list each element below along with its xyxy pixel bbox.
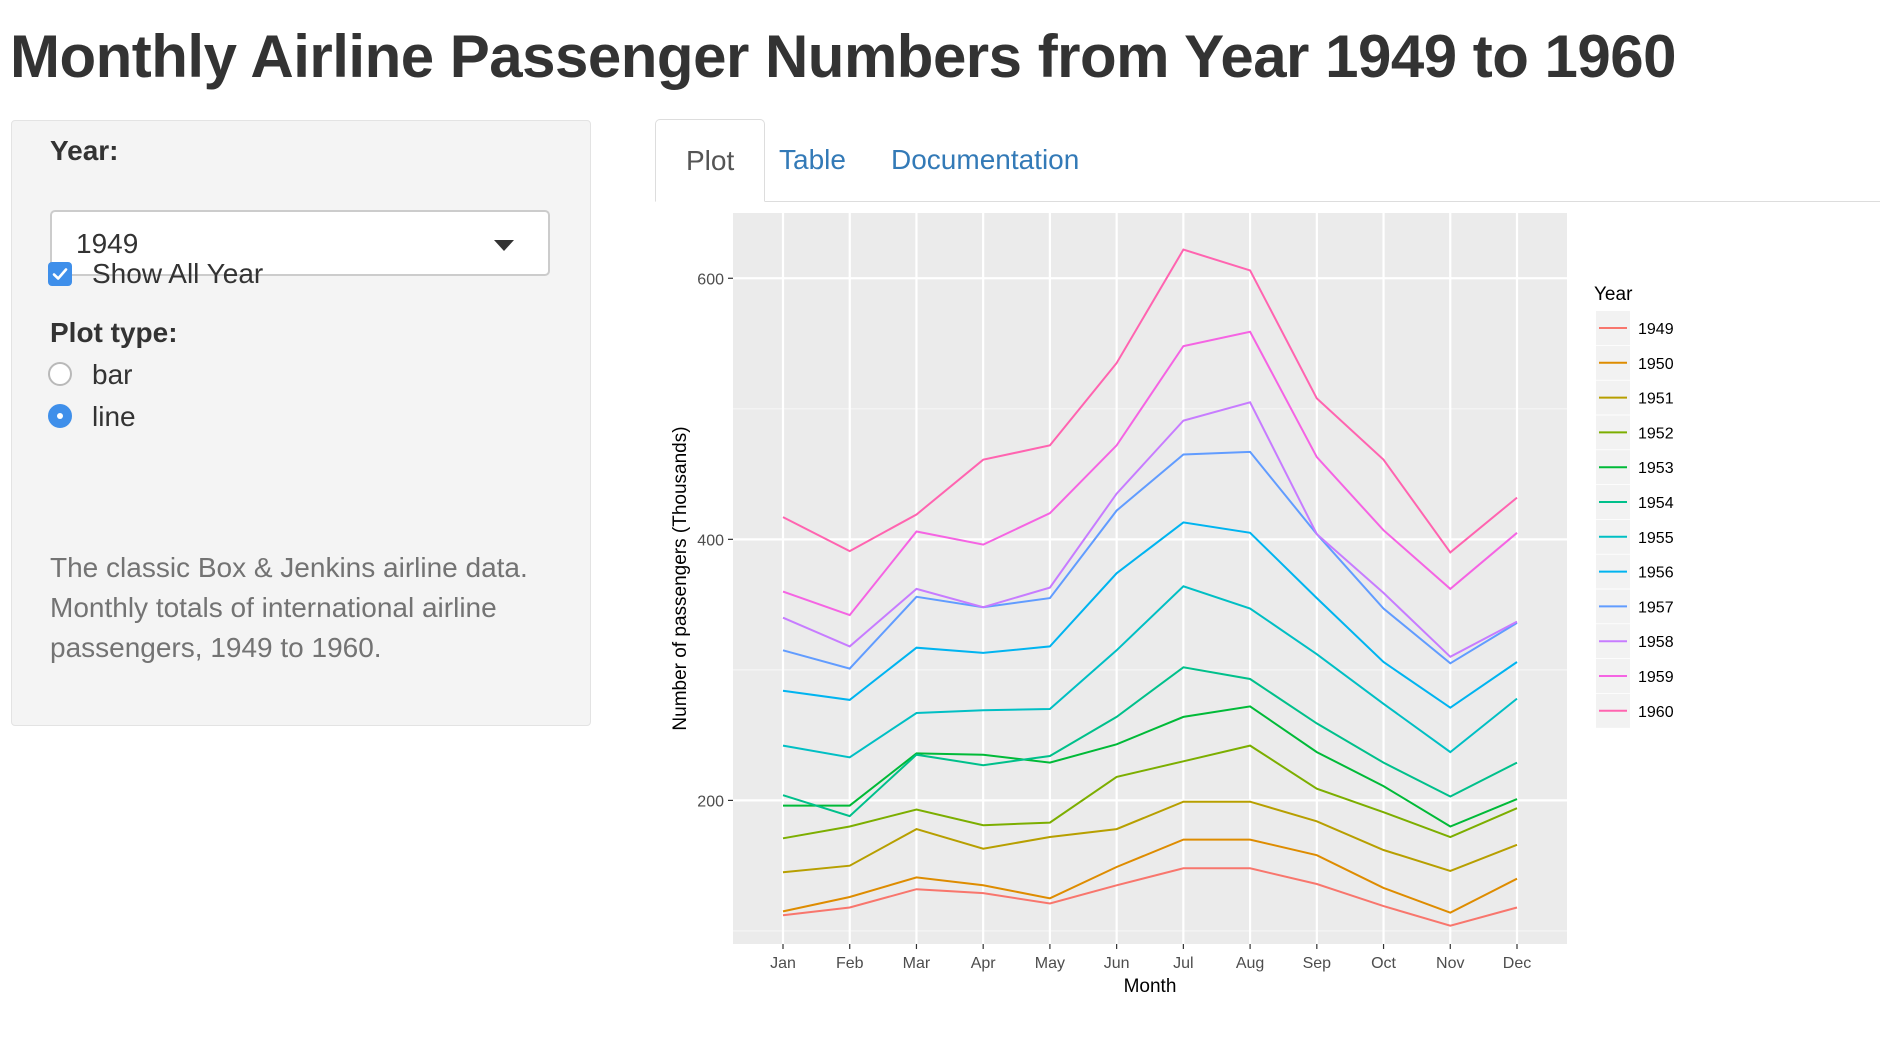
legend-label-1949: 1949: [1638, 321, 1674, 338]
legend-label-1951: 1951: [1638, 391, 1674, 408]
x-axis-title: Month: [1124, 976, 1177, 997]
legend-label-1954: 1954: [1638, 495, 1674, 512]
legend-label-1950: 1950: [1638, 356, 1674, 373]
y-tick-label: 600: [697, 271, 724, 288]
series-line-1958: [782, 401, 1518, 659]
legend-label-1952: 1952: [1638, 425, 1674, 442]
x-tick-label: Apr: [971, 955, 997, 972]
sidebar-panel: Year: 1949 Show All Year Plot type: bar …: [11, 120, 591, 726]
radio-selected-icon: [48, 404, 72, 428]
x-tick-label: Jun: [1104, 955, 1130, 972]
legend-label-1958: 1958: [1638, 634, 1674, 651]
legend-label-1959: 1959: [1638, 669, 1674, 686]
page-title: Monthly Airline Passenger Numbers from Y…: [10, 23, 1677, 90]
series-line-1956: [782, 521, 1518, 709]
plot-panel: [733, 213, 1567, 944]
legend-label-1955: 1955: [1638, 530, 1674, 547]
x-tick-label: May: [1035, 955, 1065, 972]
series-line-1960: [782, 248, 1518, 554]
tab-bar: Plot Table Documentation: [655, 119, 1880, 202]
legend-title: Year: [1594, 284, 1633, 305]
series-line-1951: [782, 800, 1518, 874]
year-label: Year:: [50, 135, 119, 166]
y-tick-label: 200: [697, 793, 724, 810]
series-line-1950: [782, 838, 1518, 914]
radio-unselected-icon: [48, 362, 72, 386]
legend-label-1956: 1956: [1638, 565, 1674, 582]
legend-label-1953: 1953: [1638, 460, 1674, 477]
tab-documentation[interactable]: Documentation: [891, 144, 1080, 175]
x-tick-label: Jan: [770, 955, 796, 972]
x-tick-label: Sep: [1303, 955, 1332, 972]
tab-table[interactable]: Table: [779, 144, 846, 175]
x-tick-label: Feb: [836, 955, 864, 972]
series-line-1949: [782, 867, 1518, 927]
series-line-1957: [782, 450, 1518, 670]
x-tick-label: Oct: [1371, 955, 1396, 972]
tab-plot[interactable]: Plot: [655, 119, 766, 202]
passenger-line-chart: 200 400 600 Jan Feb Mar Apr May Jun Jul Aug Sep Oct N…: [670, 213, 1674, 997]
series-line-1953: [783, 705, 1518, 828]
y-tick-label: 400: [697, 532, 724, 549]
legend-label-1960: 1960: [1638, 704, 1674, 721]
year-select[interactable]: 1949: [50, 210, 550, 276]
series-line-1954: [782, 666, 1518, 818]
x-tick-label: Mar: [903, 955, 931, 972]
y-axis-title: Number of passengers (Thousands): [670, 426, 691, 730]
plot-type-label: Plot type:: [50, 317, 178, 348]
x-tick-label: Dec: [1503, 955, 1531, 972]
x-tick-label: Aug: [1236, 955, 1264, 972]
help-text: The classic Box & Jenkins airline data. …: [50, 552, 528, 663]
year-select-value: 1949: [76, 228, 139, 259]
series-line-1959: [782, 330, 1518, 617]
plot-type-line-label: line: [92, 401, 136, 432]
legend-label-1957: 1957: [1638, 599, 1674, 616]
series-line-1952: [782, 744, 1518, 840]
plot-type-bar-label: bar: [92, 359, 133, 390]
x-tick-label: Jul: [1173, 955, 1193, 972]
chevron-down-icon: [494, 240, 514, 251]
show-all-year-label: Show All Year: [92, 258, 264, 289]
x-tick-label: Nov: [1436, 955, 1464, 972]
series-line-1955: [782, 585, 1518, 759]
checkbox-checked-icon: [48, 262, 72, 286]
